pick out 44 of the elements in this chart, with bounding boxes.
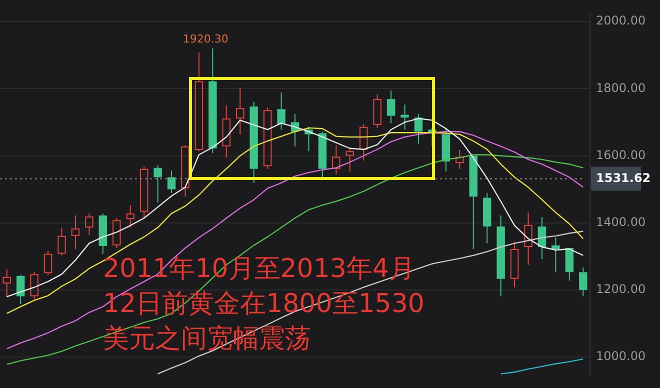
- candlestick: [58, 227, 66, 256]
- candlestick: [496, 214, 505, 297]
- candlestick: [346, 146, 354, 172]
- candlestick: [167, 170, 176, 194]
- y-tick-label: 1200.00: [596, 282, 646, 296]
- candlestick: [16, 274, 25, 305]
- ref-line-label: 1531.62: [596, 170, 651, 185]
- candlestick: [510, 241, 519, 288]
- y-tick-label: 1800.00: [596, 80, 646, 95]
- candlestick: [442, 127, 450, 172]
- y-tick-label: 1000.00: [596, 349, 646, 364]
- candlestick: [2, 268, 11, 298]
- candlestick: [154, 164, 162, 203]
- candlestick: [552, 237, 560, 273]
- candlestick: [71, 214, 80, 250]
- candlestick: [98, 212, 108, 254]
- candlestick: [277, 92, 286, 130]
- candlestick: [44, 250, 52, 276]
- candlestick: [126, 204, 134, 228]
- y-tick-label: 2000.00: [596, 14, 646, 28]
- annotation: 1920.30: [182, 32, 228, 46]
- candlestick: [524, 212, 532, 266]
- candlestick: [482, 192, 492, 244]
- candlestick: [194, 52, 204, 152]
- candlestick: [236, 87, 244, 135]
- candlestick: [469, 156, 478, 250]
- candlestick: [373, 94, 382, 128]
- candlestick: [222, 104, 231, 158]
- candlestick: [112, 218, 121, 249]
- y-tick-label: 1600.00: [596, 148, 646, 162]
- candlestick: [332, 144, 340, 176]
- candlestick: [386, 90, 396, 124]
- candlestick: [208, 48, 217, 154]
- candlestick: [250, 101, 258, 184]
- candlestick: [85, 212, 94, 236]
- candlestick: [579, 266, 588, 297]
- candlestick: [456, 150, 464, 170]
- candlestick: [30, 272, 38, 300]
- candlestick: [565, 248, 574, 282]
- candlestick: [181, 144, 190, 198]
- y-tick-label: 1400.00: [596, 214, 646, 229]
- candlestick: [359, 124, 368, 161]
- candlestick: [263, 106, 272, 170]
- candlestick: [400, 104, 409, 130]
